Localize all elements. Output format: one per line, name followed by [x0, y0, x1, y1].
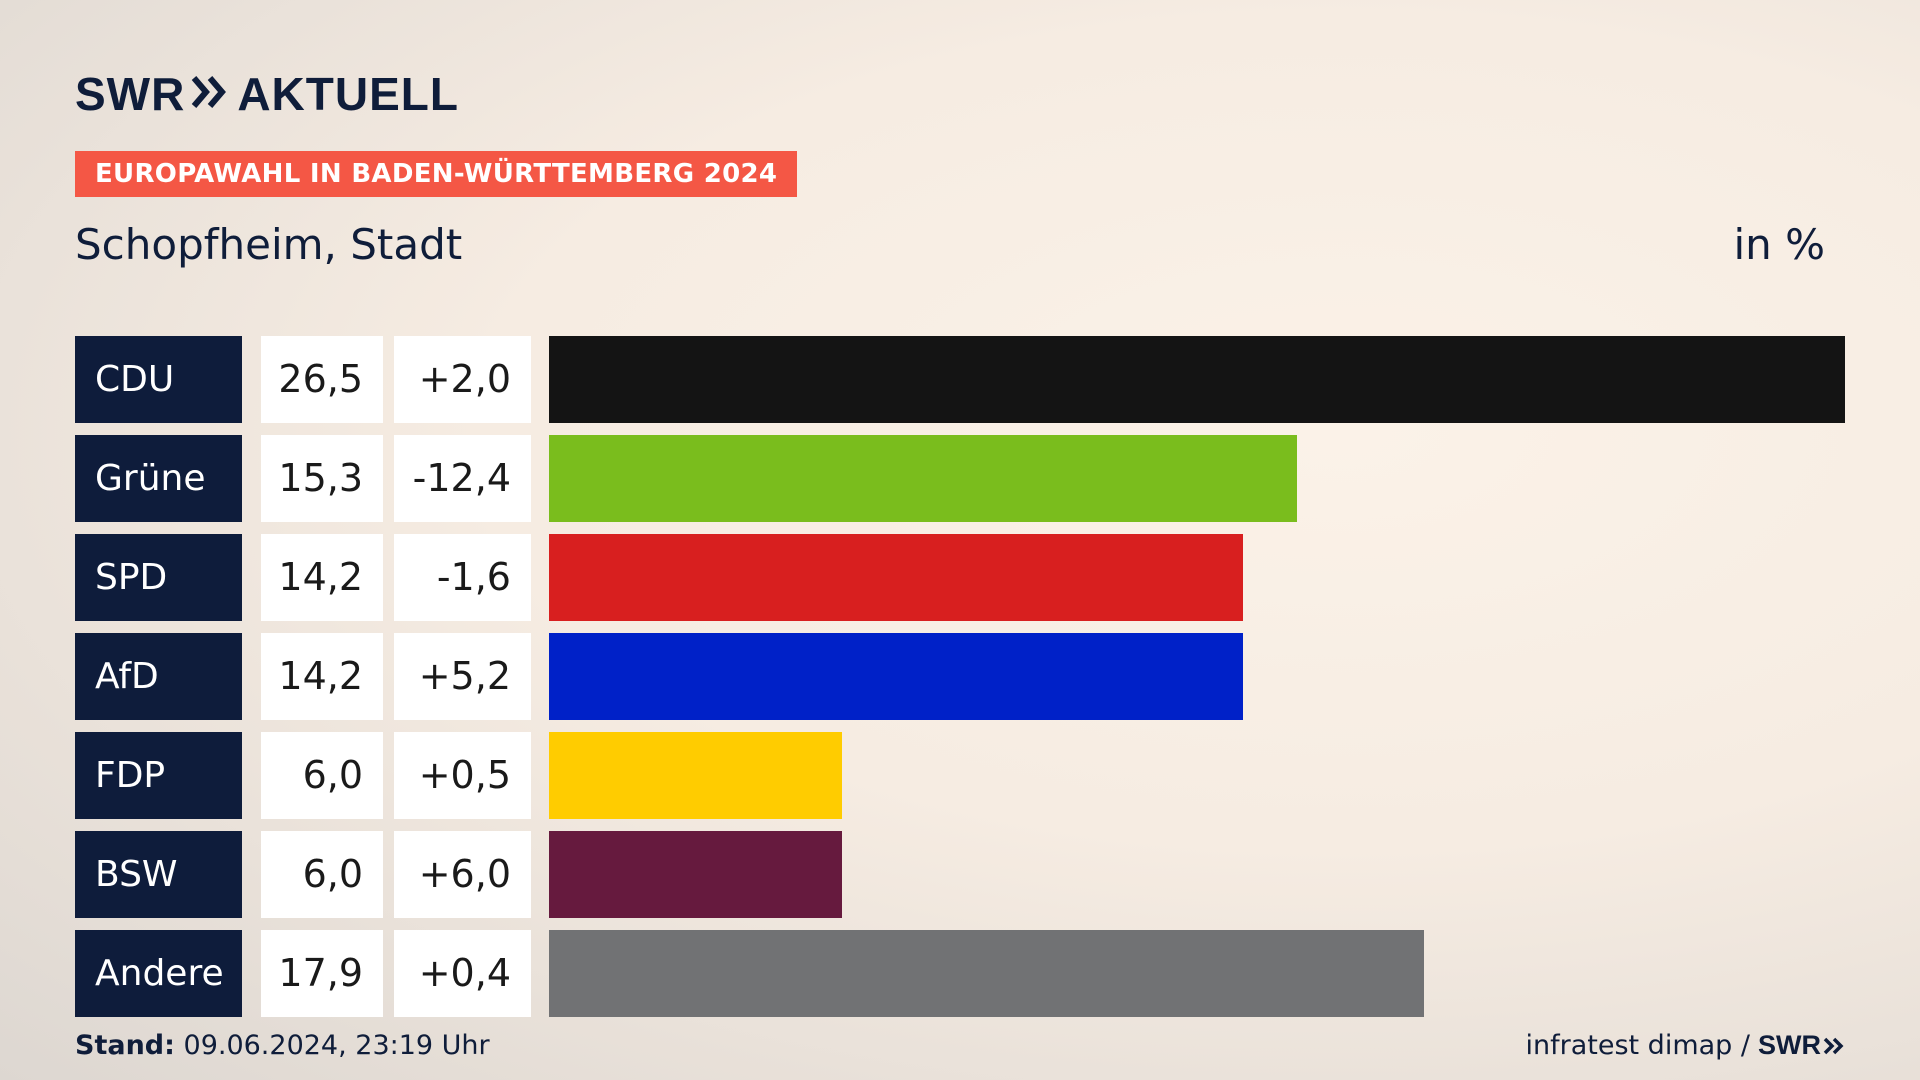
- result-bar: [549, 732, 842, 819]
- vote-share-value: 6,0: [261, 831, 383, 918]
- source-text: infratest dimap /: [1525, 1030, 1750, 1061]
- result-row: Andere 17,9 +0,4: [0, 930, 1920, 1017]
- result-bar: [549, 534, 1243, 621]
- change-value: +5,2: [394, 633, 531, 720]
- party-label: BSW: [75, 831, 242, 918]
- election-tag: EUROPAWAHL IN BADEN-WÜRTTEMBERG 2024: [75, 151, 798, 197]
- party-label: FDP: [75, 732, 242, 819]
- party-label: CDU: [75, 336, 242, 423]
- double-chevron-icon: [191, 74, 229, 114]
- result-row: BSW 6,0 +6,0: [0, 831, 1920, 918]
- small-chevron-icon: [1823, 1037, 1844, 1054]
- source-brand: SWR: [1758, 1030, 1821, 1060]
- result-row: Grüne 15,3 -12,4: [0, 435, 1920, 522]
- swr-aktuell-logo: SWR AKTUELL: [75, 68, 459, 120]
- place-title: Schopfheim, Stadt: [75, 220, 463, 269]
- vote-share-value: 17,9: [261, 930, 383, 1017]
- result-row: AfD 14,2 +5,2: [0, 633, 1920, 720]
- result-bar: [549, 435, 1297, 522]
- timestamp: Stand: 09.06.2024, 23:19 Uhr: [75, 1030, 490, 1061]
- result-row: CDU 26,5 +2,0: [0, 336, 1920, 423]
- result-bar: [549, 930, 1424, 1017]
- result-row: FDP 6,0 +0,5: [0, 732, 1920, 819]
- vote-share-value: 26,5: [261, 336, 383, 423]
- change-value: +6,0: [394, 831, 531, 918]
- unit-label: in %: [1733, 220, 1825, 269]
- party-label: AfD: [75, 633, 242, 720]
- change-value: +0,4: [394, 930, 531, 1017]
- party-label: Grüne: [75, 435, 242, 522]
- vote-share-value: 6,0: [261, 732, 383, 819]
- result-row: SPD 14,2 -1,6: [0, 534, 1920, 621]
- change-value: -1,6: [394, 534, 531, 621]
- change-value: +0,5: [394, 732, 531, 819]
- party-label: Andere: [75, 930, 242, 1017]
- stand-value: 09.06.2024, 23:19 Uhr: [183, 1030, 490, 1061]
- result-bar: [549, 831, 842, 918]
- stand-label: Stand:: [75, 1030, 175, 1061]
- brand-name: SWR: [75, 68, 186, 120]
- change-value: -12,4: [394, 435, 531, 522]
- vote-share-value: 14,2: [261, 534, 383, 621]
- brand-suffix: AKTUELL: [237, 68, 459, 120]
- source-credit: infratest dimap / SWR: [1525, 1030, 1845, 1061]
- change-value: +2,0: [394, 336, 531, 423]
- party-label: SPD: [75, 534, 242, 621]
- vote-share-value: 15,3: [261, 435, 383, 522]
- result-bar: [549, 633, 1243, 720]
- result-bar: [549, 336, 1845, 423]
- vote-share-value: 14,2: [261, 633, 383, 720]
